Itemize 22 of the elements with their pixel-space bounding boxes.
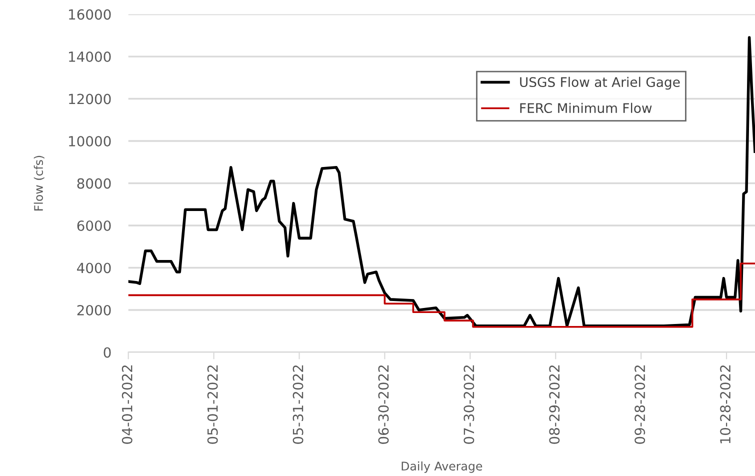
x-tick-label: 04-01-2022 [122,365,132,444]
x-tick-label: 06-30-2022 [378,365,389,444]
y-tick-label: 4000 [77,262,111,274]
y-tick-label: 12000 [69,94,111,104]
x-axis-title: Daily Average [402,461,482,473]
x-tick-label: 09-28-2022 [634,365,646,444]
y-tick-label: 16000 [69,9,111,20]
y-tick-label: 6000 [77,220,111,231]
legend-label: USGS Flow at Ariel Gage [520,76,680,90]
x-tick-label: 08-29-2022 [549,365,560,444]
legend-label: FERC Minimum Flow [520,102,652,114]
x-tick-label: 05-01-2022 [207,365,218,444]
y-axis-title: Flow (cfs) [34,156,44,210]
y-tick-label: 0 [104,347,111,358]
x-tick-label: 10-28-2022 [720,365,731,444]
y-tick-label: 8000 [77,178,111,189]
y-tick-label: 14000 [69,51,111,62]
x-tick-label: 07-30-2022 [464,365,474,444]
x-tick-label: 05-31-2022 [292,365,304,444]
y-tick-label: 10000 [69,136,111,146]
line-series [128,36,755,328]
y-tick-label: 2000 [77,304,111,316]
